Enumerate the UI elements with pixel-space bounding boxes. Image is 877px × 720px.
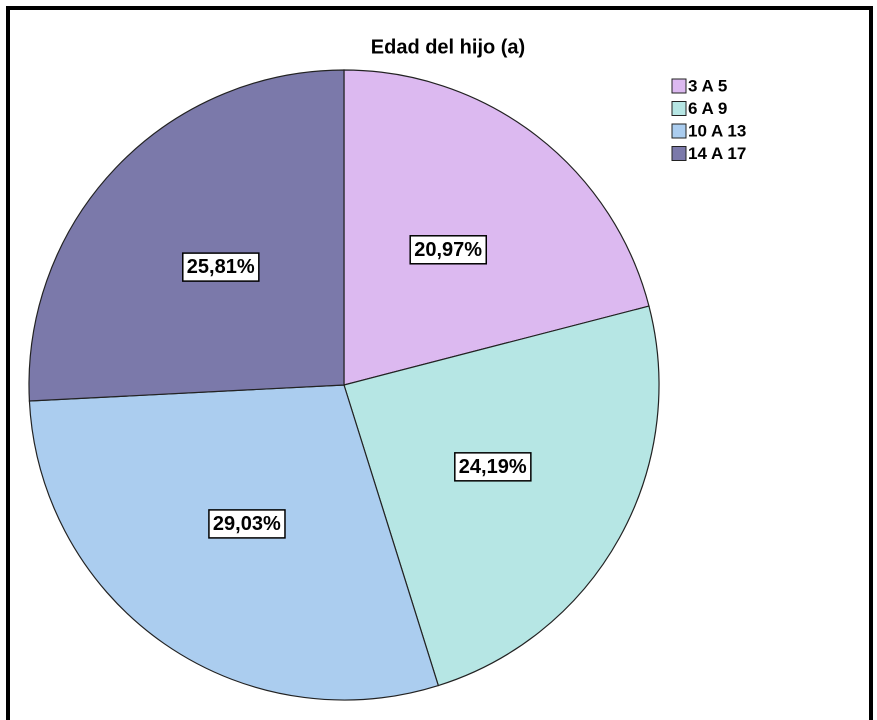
legend-label: 14 A 17 (688, 144, 746, 163)
frame (6, 6, 873, 720)
pie-slice (343, 69, 650, 386)
label-box (208, 509, 286, 539)
chart-title: Edad del hijo (a) (371, 36, 525, 58)
page: Edad del hijo (a) 20,97% 24,19% 29,03% 25,8… (6, 6, 873, 720)
data-label: 24,19% (459, 456, 527, 478)
data-label: 29,03% (213, 513, 281, 535)
data-label: 20,97% (414, 239, 482, 261)
pie-slice (28, 384, 440, 701)
legend-swatch (671, 123, 687, 139)
legend-swatch (671, 78, 687, 94)
chart: Edad del hijo (a) 20,97% 24,19% 29,03% 25,8… (28, 36, 746, 701)
legend-label: 10 A 13 (688, 121, 746, 140)
legend-label: 6 A 9 (688, 99, 727, 118)
legend-swatch (671, 146, 687, 161)
pie-slice (28, 69, 345, 402)
data-label: 25,81% (187, 256, 255, 278)
label-box (454, 452, 532, 482)
legend-swatch (671, 101, 687, 116)
legend-label: 3 A 5 (688, 76, 727, 95)
pie-slice (343, 305, 660, 687)
label-box (409, 235, 488, 265)
label-box (182, 252, 260, 282)
